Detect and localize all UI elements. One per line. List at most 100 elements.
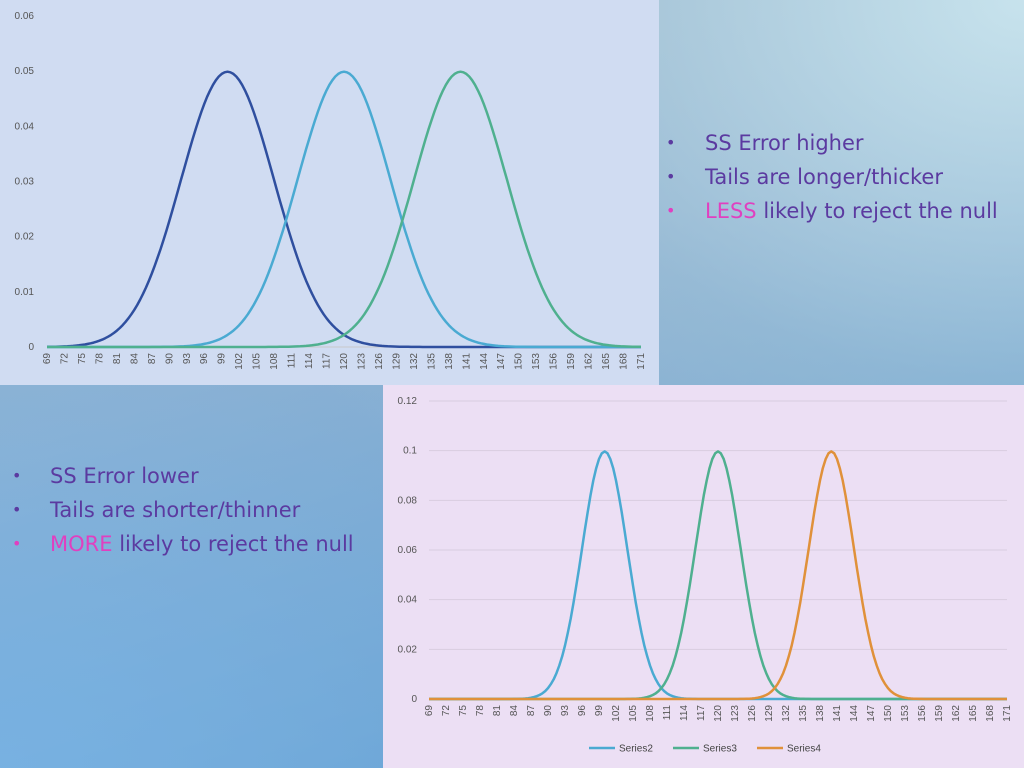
x-tick-label: 90 — [164, 353, 175, 365]
x-tick-label: 78 — [94, 353, 105, 365]
x-tick-label: 153 — [900, 705, 911, 722]
y-tick-label: 0 — [28, 342, 34, 353]
x-tick-label: 111 — [662, 705, 673, 721]
x-tick-label: 105 — [252, 353, 263, 370]
x-tick-label: 144 — [849, 705, 860, 722]
bullet-dot-icon: • — [12, 500, 22, 519]
x-tick-label: 162 — [584, 353, 595, 370]
bullet-dot-icon: • — [666, 201, 676, 220]
bullet-list-higher-error: • SS Error higher • Tails are longer/thi… — [666, 126, 1024, 228]
y-tick-label: 0.02 — [15, 232, 35, 243]
chart-narrow-spread: 0 0.02 0.04 0.06 0.08 0.1 0.12 69 72 75 78 81 84 87 90… — [383, 385, 1024, 768]
x-tick-label: 69 — [42, 353, 53, 365]
x-tick-label: 135 — [798, 705, 809, 722]
y-tick-label: 0.05 — [15, 66, 35, 77]
y-tick-label: 0.1 — [403, 446, 417, 457]
x-tick-label: 165 — [601, 353, 612, 370]
x-tick-label: 114 — [304, 353, 315, 369]
x-tick-label: 144 — [479, 353, 490, 370]
series-line — [429, 450, 1007, 701]
x-tick-label: 150 — [883, 705, 894, 722]
x-tick-label: 108 — [645, 705, 656, 722]
x-tick-label: 69 — [424, 705, 435, 717]
x-tick-label: 120 — [339, 353, 350, 370]
x-tick-label: 165 — [968, 705, 979, 722]
x-tick-label: 162 — [951, 705, 962, 722]
bullet-item: • MORE likely to reject the null — [12, 527, 382, 561]
x-tick-label: 72 — [59, 353, 70, 365]
x-tick-label: 87 — [147, 353, 158, 365]
x-tick-label: 84 — [129, 353, 140, 365]
y-tick-label: 0.08 — [398, 495, 418, 506]
x-tick-label: 75 — [77, 353, 88, 365]
x-tick-label: 75 — [458, 705, 469, 717]
series-line — [429, 450, 1007, 701]
x-tick-label: 171 — [636, 353, 647, 370]
x-tick-label: 96 — [577, 705, 588, 717]
bullet-text: SS Error lower — [50, 464, 199, 488]
x-tick-label: 135 — [426, 353, 437, 370]
x-tick-label: 78 — [475, 705, 486, 717]
legend-label: Series2 — [619, 744, 653, 755]
legend-label: Series3 — [703, 744, 737, 755]
x-tick-label: 141 — [832, 705, 843, 722]
x-tick-label: 168 — [619, 353, 630, 370]
x-tick-label: 138 — [444, 353, 455, 370]
x-tick-label: 147 — [866, 705, 877, 722]
bullet-text: likely to reject the null — [112, 532, 354, 556]
bullet-dot-icon: • — [12, 534, 22, 553]
x-tick-label: 96 — [199, 353, 210, 365]
y-tick-label: 0.01 — [15, 287, 35, 298]
x-tick-label: 129 — [764, 705, 775, 722]
bullet-dot-icon: • — [12, 466, 22, 485]
x-tick-label: 126 — [374, 353, 385, 370]
x-tick-label: 114 — [679, 705, 690, 721]
x-tick-label: 84 — [509, 705, 520, 717]
bullet-dot-icon: • — [666, 133, 676, 152]
x-tick-label: 93 — [182, 353, 193, 365]
x-tick-label: 117 — [696, 705, 707, 721]
x-tick-label: 123 — [730, 705, 741, 722]
x-tick-label: 81 — [492, 705, 503, 717]
x-tick-label: 156 — [549, 353, 560, 370]
y-tick-label: 0.04 — [15, 121, 35, 132]
x-tick-label: 111 — [287, 353, 298, 369]
x-tick-label: 147 — [496, 353, 507, 370]
bullet-list-lower-error: • SS Error lower • Tails are shorter/thi… — [12, 459, 382, 561]
x-tick-label: 132 — [409, 353, 420, 370]
y-tick-label: 0.04 — [398, 595, 418, 606]
bullet-item: • SS Error higher — [666, 126, 1024, 160]
bullet-highlight: MORE — [50, 532, 113, 556]
legend-label: Series4 — [787, 744, 821, 755]
series-line — [47, 70, 641, 349]
x-tick-label: 105 — [628, 705, 639, 722]
x-tick-label: 171 — [1002, 705, 1013, 722]
bullet-text: likely to reject the null — [756, 199, 998, 223]
x-tick-label: 102 — [234, 353, 245, 370]
x-tick-label: 159 — [566, 353, 577, 370]
x-tick-label: 126 — [747, 705, 758, 722]
x-tick-label: 156 — [917, 705, 928, 722]
x-tick-label: 72 — [441, 705, 452, 717]
x-tick-label: 99 — [594, 705, 605, 717]
x-tick-label: 153 — [531, 353, 542, 370]
x-tick-label: 117 — [322, 353, 333, 369]
x-tick-label: 90 — [543, 705, 554, 717]
y-tick-label: 0.03 — [15, 177, 35, 188]
y-tick-label: 0.06 — [15, 11, 35, 22]
x-tick-label: 102 — [611, 705, 622, 722]
x-tick-label: 123 — [356, 353, 367, 370]
x-tick-label: 168 — [985, 705, 996, 722]
bullet-item: • LESS likely to reject the null — [666, 194, 1024, 228]
y-tick-label: 0.06 — [398, 545, 418, 556]
bullet-text: SS Error higher — [705, 131, 864, 155]
x-tick-label: 150 — [514, 353, 525, 370]
x-tick-label: 108 — [269, 353, 280, 370]
x-tick-label: 87 — [526, 705, 537, 717]
x-tick-label: 141 — [461, 353, 472, 370]
x-tick-label: 93 — [560, 705, 571, 717]
chart-wide-spread: 0 0.01 0.02 0.03 0.04 0.05 0.06 69 72 75 78 81 84 87 9… — [0, 0, 659, 385]
x-tick-label: 99 — [217, 353, 228, 365]
bullet-dot-icon: • — [666, 167, 676, 186]
bullet-text: Tails are longer/thicker — [705, 165, 943, 189]
